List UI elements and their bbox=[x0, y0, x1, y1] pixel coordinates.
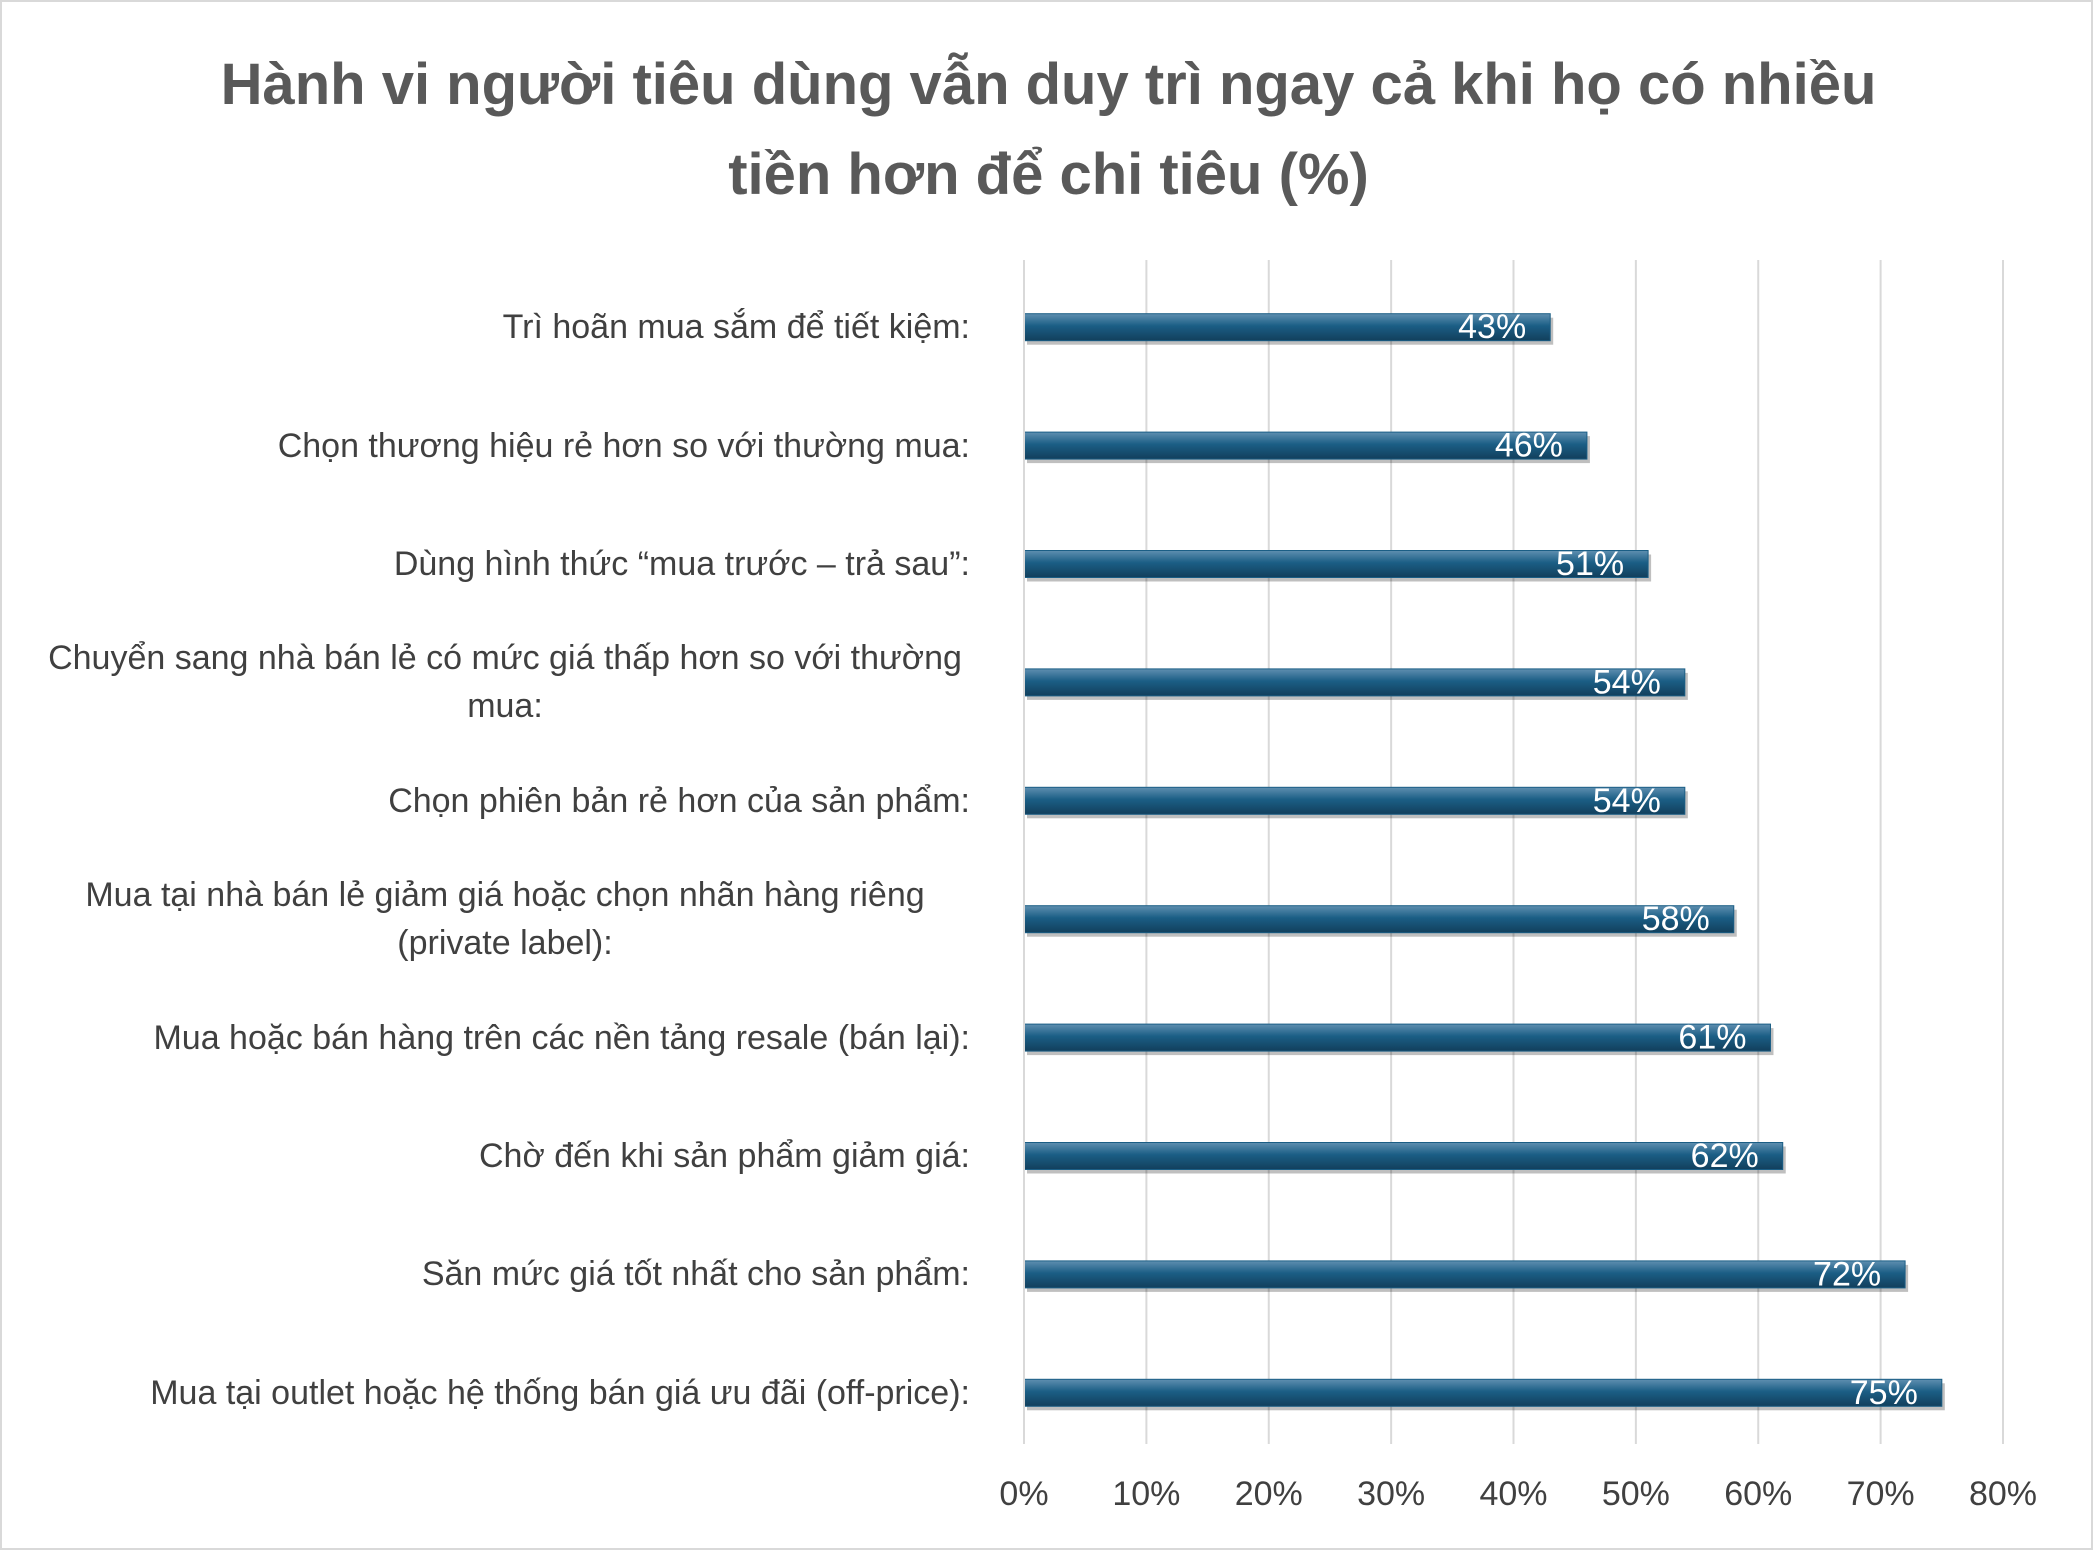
y-tick-label: Chọn thương hiệu rẻ hơn so với thường mu… bbox=[277, 426, 970, 465]
y-tick-label: Trì hoãn mua sắm để tiết kiệm: bbox=[502, 308, 970, 347]
x-tick-label: 70% bbox=[1847, 1475, 1915, 1513]
x-tick-label: 40% bbox=[1479, 1475, 1547, 1513]
bar bbox=[1023, 431, 1588, 460]
value-label: 54% bbox=[1593, 782, 1661, 820]
value-label: 54% bbox=[1593, 663, 1661, 701]
bar bbox=[1023, 550, 1649, 578]
value-label: 61% bbox=[1678, 1019, 1746, 1057]
bar bbox=[1023, 1023, 1771, 1052]
y-tick-label: Chuyển sang nhà bán lẻ có mức giá thấp h… bbox=[48, 639, 962, 726]
value-label: 72% bbox=[1813, 1255, 1881, 1293]
y-tick-label: Dùng hình thức “mua trước – trả sau”: bbox=[393, 545, 970, 583]
x-tick-label: 80% bbox=[1969, 1475, 2037, 1513]
bar bbox=[1023, 1142, 1784, 1170]
bar bbox=[1023, 905, 1735, 934]
bar bbox=[1023, 1260, 1906, 1289]
value-label: 75% bbox=[1850, 1374, 1918, 1412]
value-label: 58% bbox=[1642, 900, 1710, 938]
y-tick-label: Chờ đến khi sản phẩm giảm giá: bbox=[478, 1137, 970, 1175]
y-tick-label: Săn mức giá tốt nhất cho sản phẩm: bbox=[421, 1255, 970, 1294]
x-tick-label: 10% bbox=[1112, 1475, 1180, 1513]
chart-title: Hành vi người tiêu dùng vẫn duy trì ngay… bbox=[220, 52, 1877, 207]
bar bbox=[1023, 668, 1686, 697]
y-tick-label: Chọn phiên bản rẻ hơn của sản phẩm: bbox=[388, 781, 970, 820]
value-label: 46% bbox=[1495, 427, 1563, 465]
value-label: 43% bbox=[1458, 308, 1526, 346]
value-label: 62% bbox=[1691, 1137, 1759, 1175]
x-tick-label: 0% bbox=[999, 1475, 1048, 1513]
x-tick-label: 60% bbox=[1724, 1475, 1792, 1513]
value-label: 51% bbox=[1556, 545, 1624, 583]
x-tick-label: 50% bbox=[1602, 1475, 1670, 1513]
bar bbox=[1023, 1378, 1943, 1407]
x-tick-label: 20% bbox=[1235, 1475, 1303, 1513]
y-tick-label: Mua tại outlet hoặc hệ thống bán giá ưu … bbox=[150, 1373, 970, 1412]
bar bbox=[1023, 313, 1551, 342]
y-tick-label: Mua tại nhà bán lẻ giảm giá hoặc chọn nh… bbox=[85, 876, 925, 963]
x-tick-label: 30% bbox=[1357, 1475, 1425, 1513]
y-tick-label: Mua hoặc bán hàng trên các nền tảng resa… bbox=[153, 1018, 970, 1057]
title-box: Hành vi người tiêu dùng vẫn duy trì ngay… bbox=[2, 40, 2091, 220]
bar bbox=[1023, 786, 1686, 815]
